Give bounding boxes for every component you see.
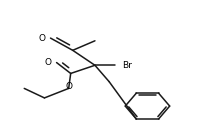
- Text: Br: Br: [122, 61, 132, 70]
- Text: O: O: [65, 82, 72, 91]
- Text: O: O: [39, 34, 46, 43]
- Text: O: O: [45, 58, 52, 67]
